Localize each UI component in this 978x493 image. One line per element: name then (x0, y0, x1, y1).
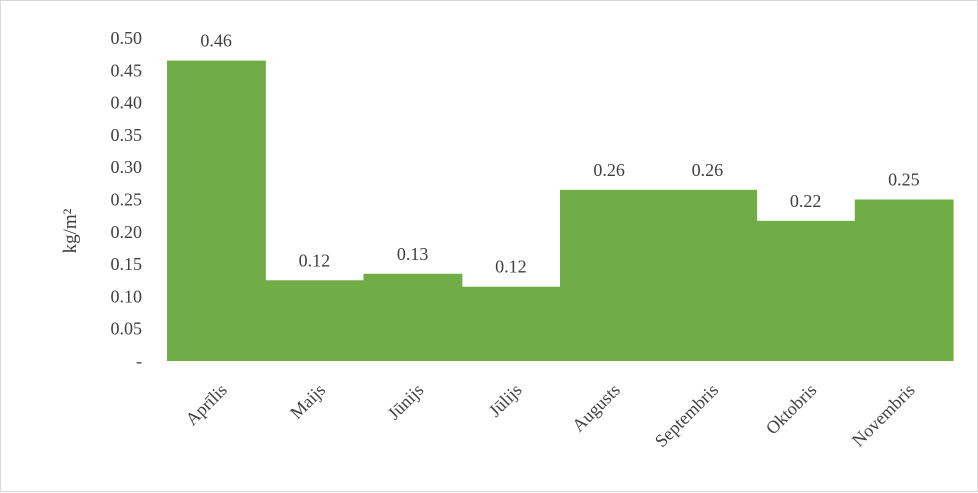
data-label: 0.25 (888, 170, 920, 190)
y-tick-label: 0.45 (111, 60, 143, 80)
y-tick-label: 0.50 (111, 28, 143, 48)
bar (658, 189, 758, 361)
bar (363, 273, 463, 361)
y-tick-label: 0.10 (111, 286, 143, 306)
bar (854, 199, 954, 361)
x-tick-label: Augusts (568, 380, 624, 436)
y-axis-title: kg/m² (60, 208, 81, 253)
y-tick-label: 0.35 (111, 125, 143, 145)
y-tick-label: 0.05 (111, 319, 143, 339)
x-tick-label: Aprīlis (181, 380, 231, 430)
x-tick-label: Septembris (651, 380, 722, 451)
bar (560, 189, 659, 361)
x-axis-labels: Aprīlis Maijs Jūnijs Jūlijs Augusts Septembri… (181, 380, 918, 451)
data-label: 0.22 (790, 191, 822, 211)
y-axis-ticks: - 0.05 0.10 0.15 0.20 0.25 0.30 0.35 0.40 0.45 0.5… (111, 28, 143, 371)
y-tick-label: 0.30 (111, 157, 143, 177)
data-label: 0.46 (200, 31, 232, 51)
y-tick-label: 0.15 (111, 254, 143, 274)
bar (756, 220, 856, 361)
data-label: 0.26 (593, 160, 625, 180)
y-tick-label: 0.25 (111, 190, 143, 210)
y-tick-label: 0.20 (111, 222, 143, 242)
bar (461, 286, 561, 361)
y-tick-label: - (136, 351, 142, 371)
bar (167, 60, 266, 362)
data-label: 0.26 (692, 160, 724, 180)
data-label: 0.13 (397, 244, 429, 264)
x-tick-label: Maijs (286, 380, 329, 423)
bar (265, 280, 365, 361)
y-tick-label: 0.40 (111, 93, 143, 113)
bars (167, 60, 954, 362)
data-label: 0.12 (495, 257, 527, 277)
x-tick-label: Novembris (848, 380, 919, 451)
data-labels: 0.46 0.12 0.13 0.12 0.26 0.26 0.22 0.25 (200, 31, 919, 277)
x-tick-label: Jūlijs (485, 380, 526, 421)
x-tick-label: Jūnijs (384, 380, 428, 424)
data-label: 0.12 (299, 250, 331, 270)
x-tick-label: Oktobris (762, 380, 821, 439)
